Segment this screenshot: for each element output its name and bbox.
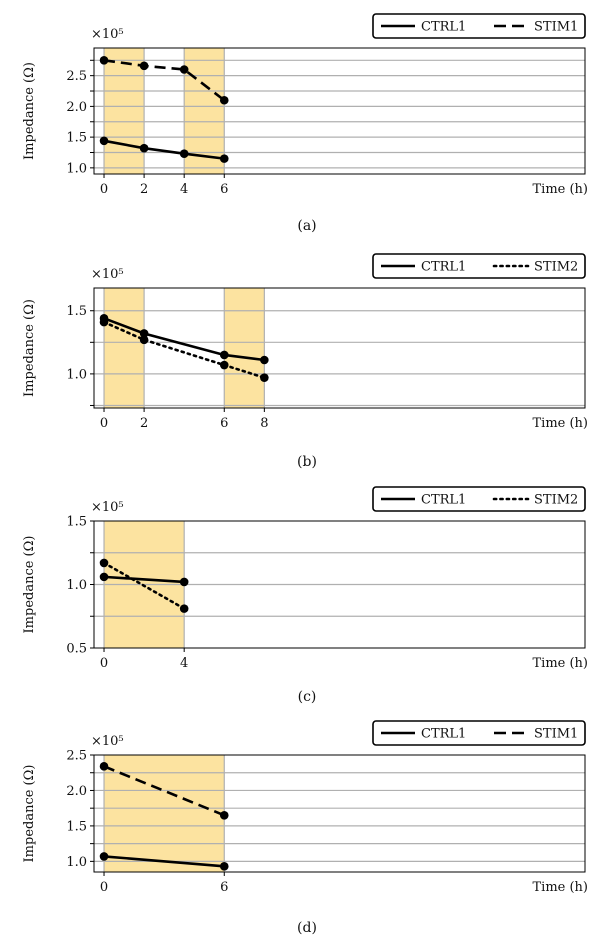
data-point-stim2 [99, 317, 109, 327]
series-line-stim1 [103, 59, 226, 102]
data-point-stim2 [139, 335, 149, 345]
data-point-ctrl1 [219, 350, 229, 360]
series-line-stim2 [102, 320, 266, 379]
y-axis-multiplier: ×10⁵ [91, 27, 124, 42]
legend-label: STIM1 [534, 727, 578, 742]
x-tick-label: 0 [100, 416, 108, 431]
data-point-stim1 [99, 762, 109, 771]
y-axis-multiplier: ×10⁵ [91, 267, 124, 282]
x-tick-label: 4 [180, 656, 188, 671]
x-tick-label: 4 [180, 182, 188, 197]
chart-panel-d: 1.0 1.5 2.0 2.5 0 6 Time (h) Impedance (Ω) ×10⁵ C… [22, 720, 589, 936]
y-axis-multiplier: ×10⁵ [91, 734, 124, 749]
y-tick-label: 2.5 [66, 69, 87, 84]
y-tick-label: 2.0 [66, 784, 87, 799]
x-axis-label: Time (h) [533, 656, 589, 671]
data-point-ctrl1 [139, 143, 149, 153]
x-tick-label: 8 [260, 416, 268, 431]
data-point-stim2 [219, 360, 229, 370]
y-tick-label: 1.0 [66, 161, 87, 176]
panel-caption: (c) [298, 689, 317, 705]
x-tick-label: 0 [100, 880, 108, 895]
y-axis-label: Impedance (Ω) [22, 299, 37, 397]
legend-box [372, 720, 586, 746]
legend-label: STIM2 [534, 493, 578, 508]
legend-box [372, 13, 586, 39]
data-point-stim2 [260, 373, 269, 382]
y-tick-label: 0.5 [66, 642, 87, 657]
y-tick-label: 1.5 [66, 515, 87, 530]
legend-label: CTRL1 [421, 260, 466, 275]
data-point-stim2 [99, 558, 109, 568]
x-tick-label: 6 [220, 880, 228, 895]
series-line-ctrl1 [103, 575, 185, 584]
legend: CTRL1 STIM1 [372, 13, 586, 39]
series-line-ctrl1 [103, 855, 225, 868]
x-tick-label: 2 [140, 182, 148, 197]
y-tick-label: 1.5 [66, 819, 87, 834]
y-tick-label: 2.5 [66, 749, 87, 764]
legend-label: STIM1 [534, 20, 578, 35]
stimulation-window [104, 288, 145, 408]
data-point-ctrl1 [99, 136, 109, 146]
series-line-stim2 [102, 561, 186, 610]
data-point-ctrl1 [219, 154, 229, 163]
x-tick-label: 6 [220, 182, 228, 197]
data-point-ctrl1 [139, 329, 149, 338]
data-point-stim1 [139, 61, 149, 71]
data-point-ctrl1 [179, 577, 189, 587]
y-tick-label: 1.0 [66, 367, 87, 382]
y-tick-label: 1.0 [66, 578, 87, 593]
panel-caption: (a) [297, 218, 316, 234]
x-tick-label: 0 [100, 656, 108, 671]
legend: CTRL1 STIM1 [372, 720, 586, 746]
legend-box [372, 253, 586, 279]
legend: CTRL1 STIM2 [372, 486, 586, 512]
x-axis-label: Time (h) [533, 182, 589, 197]
x-axis-label: Time (h) [533, 880, 589, 895]
y-tick-label: 1.5 [66, 304, 87, 319]
stimulation-window [104, 48, 145, 174]
chart-panel-b: 1.0 1.5 0 2 6 8 Time (h) Impedance (Ω) ×10⁵ CTRL1… [22, 253, 589, 470]
data-point-ctrl1 [260, 355, 269, 365]
legend-label: STIM2 [534, 260, 578, 275]
series-line-ctrl1 [103, 139, 225, 160]
y-axis-label: Impedance (Ω) [22, 536, 37, 634]
panel-caption: (b) [297, 454, 317, 470]
data-point-ctrl1 [219, 862, 229, 871]
x-tick-label: 6 [220, 416, 228, 431]
x-axis-label: Time (h) [533, 416, 589, 431]
x-tick-label: 0 [100, 182, 108, 197]
legend-label: CTRL1 [421, 727, 466, 742]
chart-panel-a: 1.0 1.5 2.0 2.5 0 2 4 6 Time (h) Impedance (Ω) ×10… [22, 13, 589, 234]
data-point-ctrl1 [99, 572, 109, 582]
legend-label: CTRL1 [421, 493, 466, 508]
y-tick-label: 1.0 [66, 855, 87, 870]
legend-label: CTRL1 [421, 20, 466, 35]
series-line-ctrl1 [103, 317, 265, 362]
plot-frame [93, 287, 586, 409]
y-axis-label: Impedance (Ω) [22, 765, 37, 863]
data-point-stim2 [179, 604, 189, 613]
plot-frame [93, 754, 586, 873]
legend-box [372, 486, 586, 512]
y-tick-label: 2.0 [66, 100, 87, 115]
data-point-ctrl1 [99, 852, 109, 861]
data-point-stim1 [219, 95, 229, 105]
stimulation-window [224, 288, 265, 408]
panel-caption: (d) [297, 920, 317, 936]
chart-panel-c: 0.5 1.0 1.5 0 4 Time (h) Impedance (Ω) ×10⁵ CTRL… [22, 486, 589, 705]
data-point-stim1 [99, 55, 109, 65]
legend: CTRL1 STIM2 [372, 253, 586, 279]
plot-frame [93, 47, 586, 175]
data-point-stim1 [179, 65, 189, 74]
x-tick-label: 2 [140, 416, 148, 431]
data-point-ctrl1 [179, 149, 189, 159]
y-axis-label: Impedance (Ω) [22, 62, 37, 160]
y-axis-multiplier: ×10⁵ [91, 500, 124, 515]
series-line-stim1 [103, 765, 225, 817]
data-point-stim1 [219, 810, 229, 820]
y-tick-label: 1.5 [66, 131, 87, 146]
